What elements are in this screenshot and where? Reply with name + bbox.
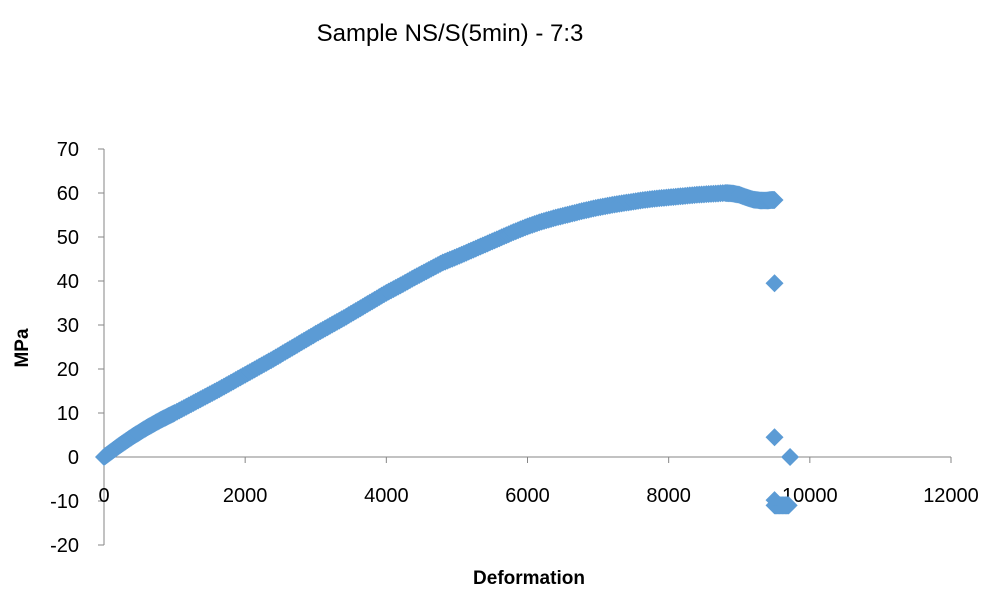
y-tick-label: 40 xyxy=(57,271,79,293)
data-points xyxy=(95,184,800,515)
x-tick-label: 12000 xyxy=(923,485,979,507)
x-axis-title: Deformation xyxy=(473,568,585,589)
x-tick-labels: 0 2000 4000 6000 8000 10000 12000 xyxy=(98,485,978,507)
x-tick-label: 8000 xyxy=(646,485,691,507)
y-tick-label: -10 xyxy=(50,491,79,513)
y-axis-title: MPa xyxy=(12,328,33,368)
data-point xyxy=(765,274,784,293)
data-point xyxy=(765,428,784,447)
x-tick-label: 0 xyxy=(98,485,109,507)
data-point xyxy=(765,191,784,210)
y-tick-label: -20 xyxy=(50,535,79,557)
x-tick-label: 4000 xyxy=(364,485,409,507)
y-tick-label: 0 xyxy=(68,447,79,469)
y-tick-label: 60 xyxy=(57,183,79,205)
y-tick-label: 30 xyxy=(57,315,79,337)
y-tick-label: 20 xyxy=(57,359,79,381)
y-tick-labels: -20 -10 0 10 20 30 40 50 60 70 xyxy=(50,139,79,557)
y-tick-label: 10 xyxy=(57,403,79,425)
x-tick-label: 10000 xyxy=(782,485,838,507)
x-tick-label: 2000 xyxy=(223,485,268,507)
y-tick-label: 50 xyxy=(57,227,79,249)
y-tick-label: 70 xyxy=(57,139,79,161)
data-point xyxy=(781,448,800,466)
x-tick-label: 6000 xyxy=(505,485,550,507)
chart-title: Sample NS/S(5min) - 7:3 xyxy=(317,20,584,47)
data-point xyxy=(779,496,798,515)
